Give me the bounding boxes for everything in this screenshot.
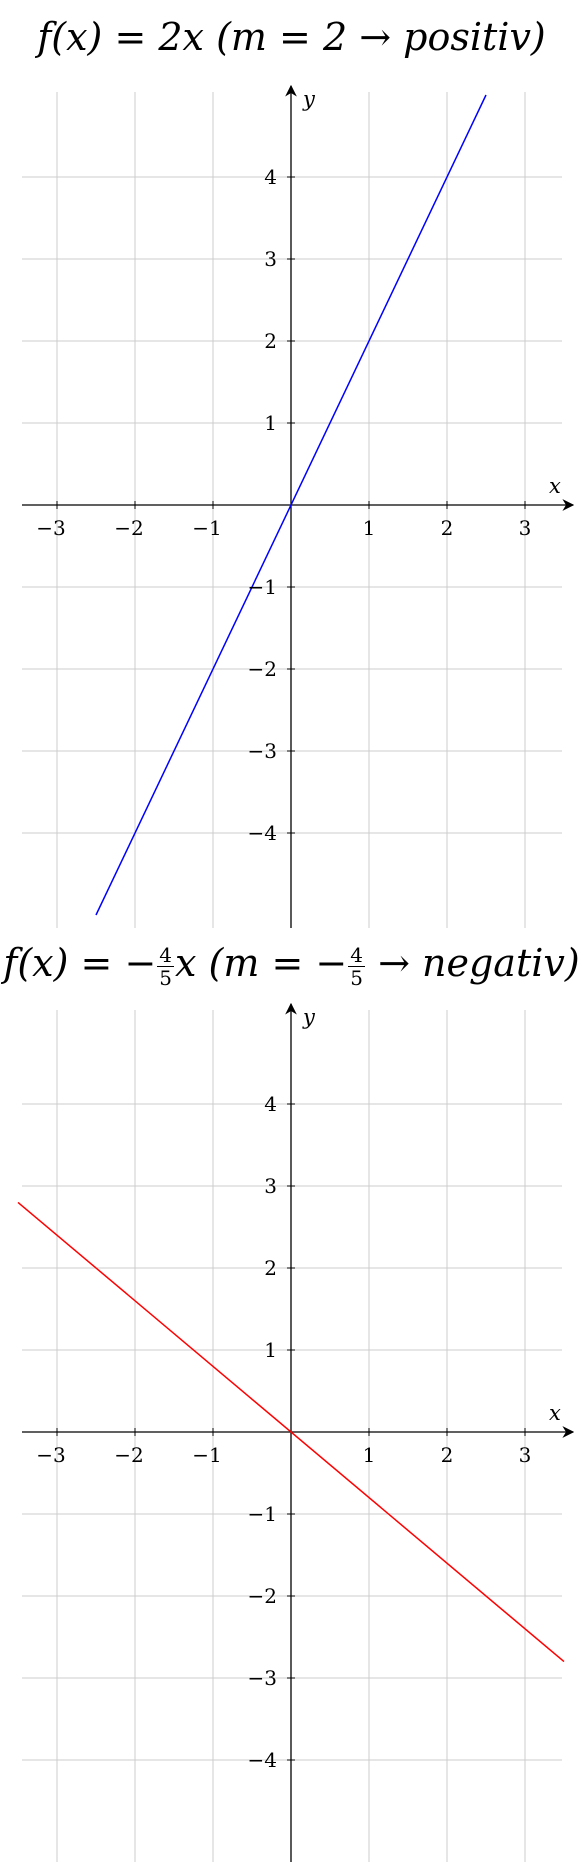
- x-tick-label: −2: [114, 516, 143, 540]
- x-axis-label: x: [549, 474, 561, 498]
- x-tick-label: −3: [36, 1443, 65, 1467]
- x-tick-label: −1: [192, 1443, 221, 1467]
- fraction-denominator: 5: [350, 966, 363, 990]
- x-tick-label: 1: [363, 516, 376, 540]
- chart-title: f(x) = 2x (m = 2 → positiv): [0, 18, 583, 56]
- title-arrow: →: [359, 15, 392, 59]
- y-tick-label: −3: [248, 1666, 277, 1690]
- title-function-b: x: [175, 941, 197, 985]
- fraction-numerator: 4: [157, 943, 175, 967]
- y-tick-label: 1: [264, 1338, 277, 1362]
- title-slope: (m = −: [208, 941, 348, 985]
- title-paren-close: ): [564, 941, 580, 985]
- title-slope: (m = 2: [216, 15, 348, 59]
- y-axis-label: y: [302, 87, 316, 111]
- plot-area: −3 −2 −1 1 2 3 −4 −3 −2 −1 1 2 3 4 x y: [22, 84, 575, 928]
- y-axis-label: y: [302, 1005, 316, 1029]
- x-tick-label: 3: [519, 1443, 532, 1467]
- y-tick-label: −4: [248, 821, 277, 845]
- x-axis-label: x: [549, 1401, 561, 1425]
- series-line: [95, 94, 487, 916]
- x-tick-label: 2: [441, 1443, 454, 1467]
- y-tick-label: −1: [248, 575, 277, 599]
- x-tick-label: −3: [36, 516, 65, 540]
- y-tick-label: 3: [264, 247, 277, 271]
- x-tick-label: −2: [114, 1443, 143, 1467]
- y-tick-label: −1: [248, 1502, 277, 1526]
- plot-area: −3 −2 −1 1 2 3 −4 −3 −2 −1 1 2 3 4 x y: [17, 1002, 575, 1862]
- y-tick-label: 4: [264, 165, 277, 189]
- y-tick-label: −4: [248, 1748, 277, 1772]
- chart-positive-slope: f(x) = 2x (m = 2 → positiv) −3 −2 −1 1 2 3 −4−…: [0, 0, 583, 930]
- x-tick-label: 2: [441, 516, 454, 540]
- title-function: f(x) = 2x: [37, 15, 204, 59]
- title-word: positiv: [403, 15, 531, 59]
- y-tick-label: 2: [264, 329, 277, 353]
- x-tick-label: 3: [519, 516, 532, 540]
- y-tick-label: 1: [264, 411, 277, 435]
- y-tick-label: −3: [248, 739, 277, 763]
- x-tick-label: −1: [192, 516, 221, 540]
- y-tick-label: −2: [248, 1584, 277, 1608]
- chart-title: f(x) = −4 5 x (m = −4 5 → negativ): [0, 944, 583, 988]
- series-line: [17, 1201, 565, 1663]
- x-tick-label: 1: [363, 1443, 376, 1467]
- title-arrow: →: [378, 941, 410, 985]
- y-tick-label: 2: [264, 1256, 277, 1280]
- title-word: negativ: [422, 941, 565, 985]
- y-tick-label: 3: [264, 1174, 277, 1198]
- title-function-a: f(x) = −: [3, 941, 157, 985]
- fraction-numerator: 4: [348, 943, 365, 967]
- chart-negative-slope: f(x) = −4 5 x (m = −4 5 → negativ) −3 −2 −1 1 2…: [0, 930, 583, 1864]
- y-tick-label: 4: [264, 1092, 277, 1116]
- title-paren-close: ): [530, 15, 546, 59]
- y-tick-label: −2: [248, 657, 277, 681]
- fraction-denominator: 5: [159, 966, 173, 990]
